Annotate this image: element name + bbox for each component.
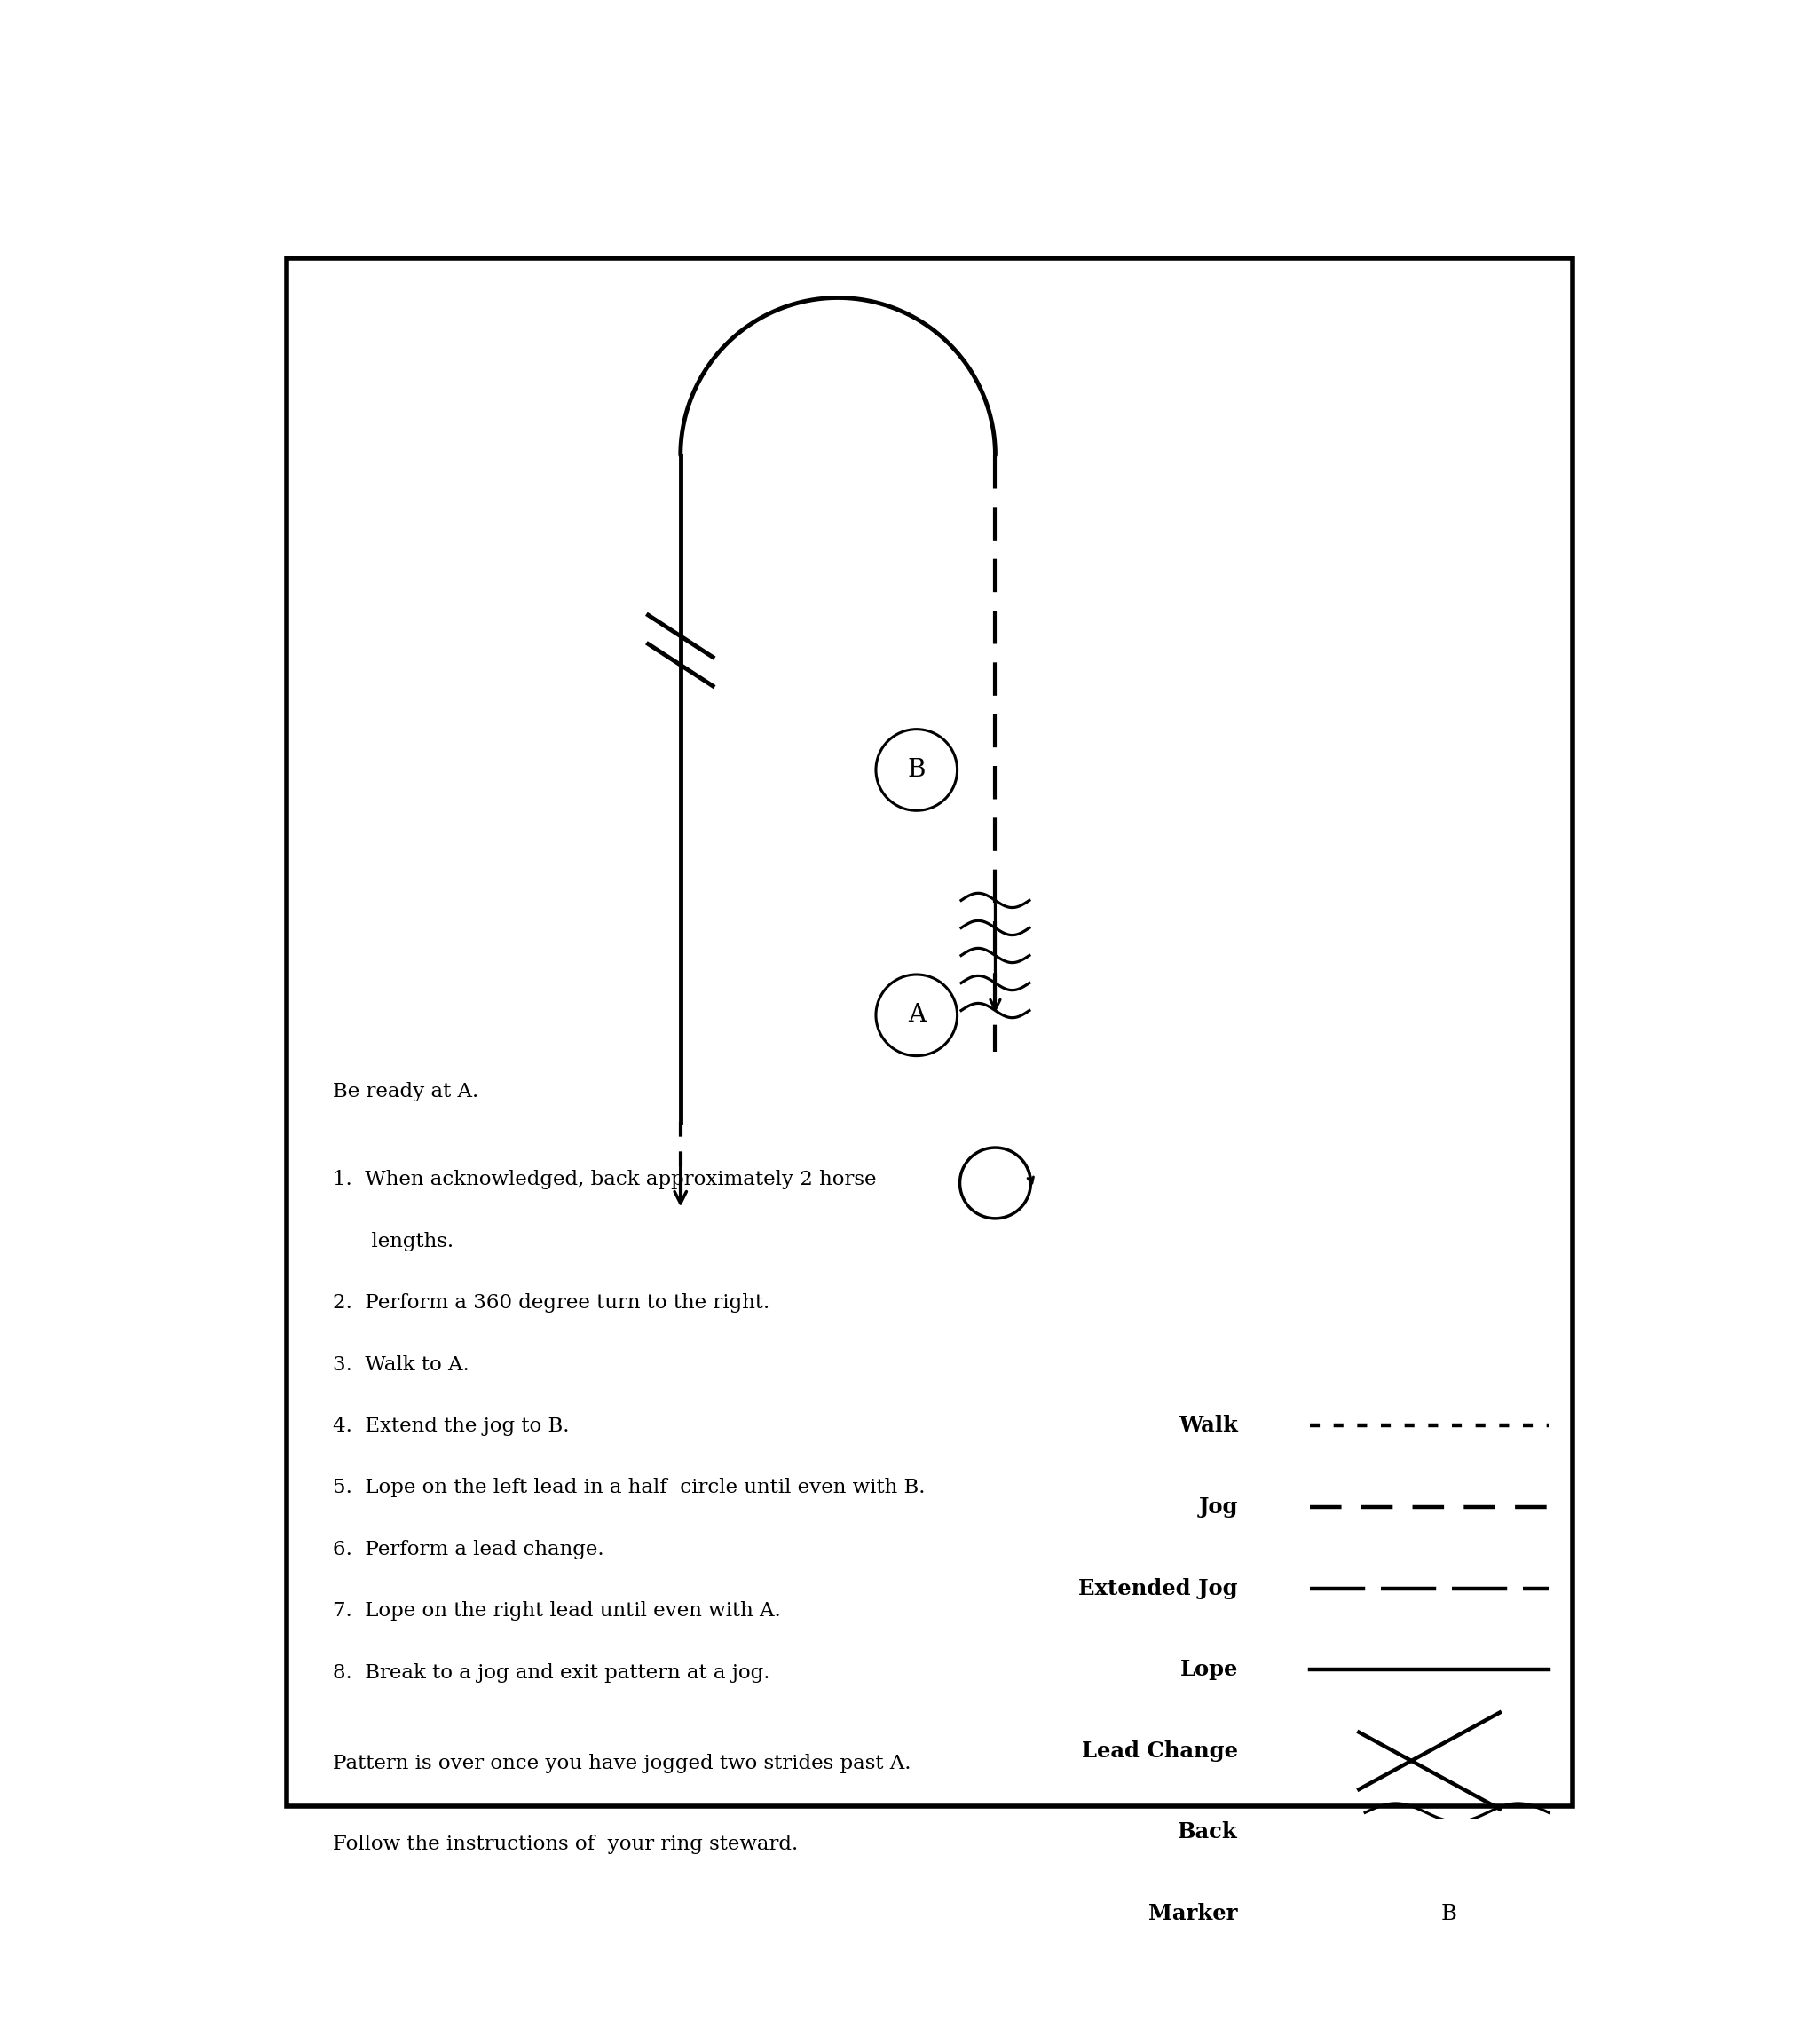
Text: Back: Back	[1177, 1821, 1237, 1844]
Text: Lead Change: Lead Change	[1081, 1739, 1237, 1762]
Text: Extended Jog: Extended Jog	[1079, 1578, 1237, 1598]
Text: 6.  Perform a lead change.: 6. Perform a lead change.	[334, 1539, 604, 1560]
Text: Be ready at A.: Be ready at A.	[334, 1081, 479, 1102]
Text: Jog: Jog	[1199, 1496, 1237, 1517]
Text: A: A	[907, 1004, 925, 1028]
Text: 3.  Walk to A.: 3. Walk to A.	[334, 1355, 470, 1374]
Text: 1.  When acknowledged, back approximately 2 horse: 1. When acknowledged, back approximately…	[334, 1169, 876, 1190]
Text: Walk: Walk	[1179, 1414, 1237, 1437]
Text: 7.  Lope on the right lead until even with A.: 7. Lope on the right lead until even wit…	[334, 1600, 780, 1621]
Text: B: B	[907, 758, 925, 783]
FancyBboxPatch shape	[287, 258, 1573, 1807]
Text: lengths.: lengths.	[334, 1233, 454, 1251]
Text: Follow the instructions of  your ring steward.: Follow the instructions of your ring ste…	[334, 1836, 798, 1854]
Text: 8.  Break to a jog and exit pattern at a jog.: 8. Break to a jog and exit pattern at a …	[334, 1664, 769, 1682]
Text: 5.  Lope on the left lead in a half  circle until even with B.: 5. Lope on the left lead in a half circl…	[334, 1478, 925, 1498]
Text: Marker: Marker	[1148, 1903, 1237, 1923]
Text: 4.  Extend the jog to B.: 4. Extend the jog to B.	[334, 1416, 570, 1437]
Text: B: B	[1440, 1903, 1457, 1923]
Text: Pattern is over once you have jogged two strides past A.: Pattern is over once you have jogged two…	[334, 1754, 911, 1772]
Text: 2.  Perform a 360 degree turn to the right.: 2. Perform a 360 degree turn to the righ…	[334, 1294, 769, 1312]
Text: Lope: Lope	[1179, 1660, 1237, 1680]
